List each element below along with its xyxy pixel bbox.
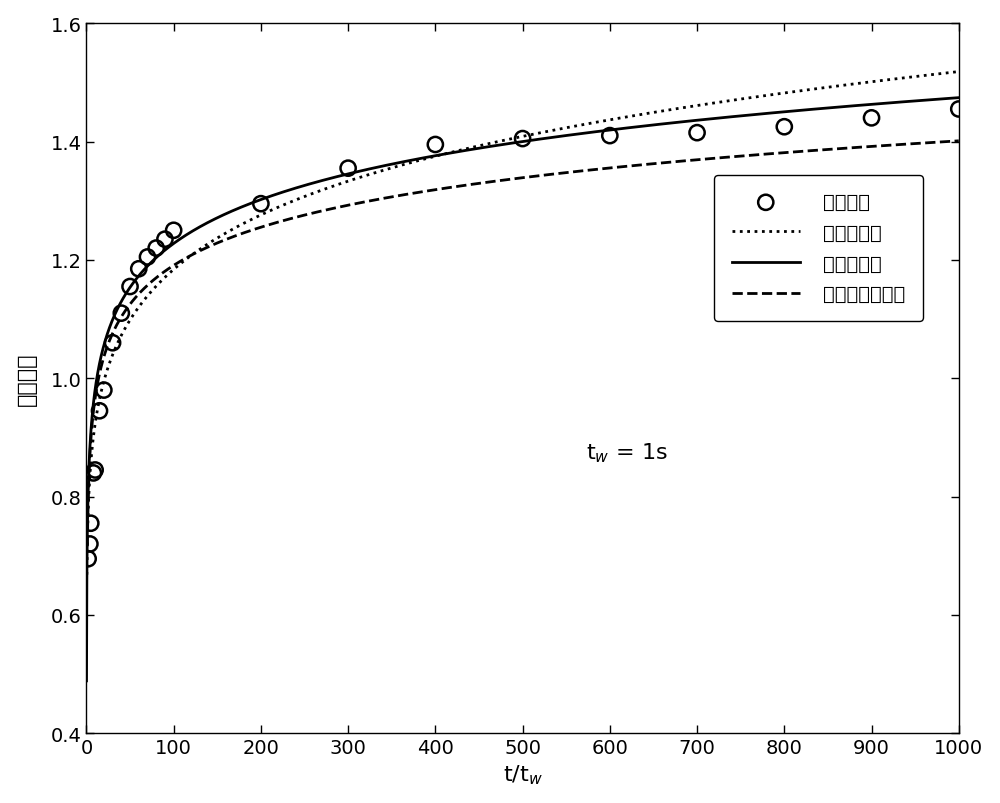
Y-axis label: 均方位移: 均方位移 [17, 352, 37, 406]
幂律扩散率 [239, 218, 251, 228]
扩展对数扩散率 [609, 163, 621, 173]
对数扩散率 [81, 676, 93, 686]
扩展对数扩散率 [238, 229, 250, 238]
幂律扩散率 [604, 116, 616, 125]
扩展对数扩散率 [494, 177, 506, 186]
试验数据 [105, 337, 121, 350]
幂律扩散率 [731, 96, 743, 105]
对数扩散率 [604, 126, 616, 136]
试验数据 [602, 130, 618, 143]
X-axis label: t/t$_w$: t/t$_w$ [503, 763, 543, 786]
试验数据 [92, 405, 108, 418]
试验数据 [82, 538, 98, 551]
Text: t$_w$ = 1s: t$_w$ = 1s [586, 441, 668, 464]
试验数据 [689, 127, 705, 140]
幂律扩散率 [81, 570, 93, 580]
试验数据 [427, 139, 443, 152]
对数扩散率 [648, 121, 660, 131]
试验数据 [122, 281, 138, 294]
试验数据 [83, 517, 99, 530]
试验数据 [85, 467, 101, 479]
Line: 对数扩散率: 对数扩散率 [87, 99, 959, 681]
幂律扩散率 [798, 87, 810, 96]
试验数据 [139, 251, 155, 264]
幂律扩散率 [648, 108, 660, 118]
试验数据 [166, 225, 182, 238]
幂律扩散率 [953, 67, 965, 77]
试验数据 [951, 104, 967, 116]
对数扩散率 [414, 154, 426, 164]
扩展对数扩散率 [952, 137, 964, 146]
幂律扩散率 [414, 156, 426, 165]
试验数据 [131, 263, 147, 276]
Legend: 试验数据, 幂律扩散率, 对数扩散率, 扩展对数扩散率: 试验数据, 幂律扩散率, 对数扩散率, 扩展对数扩散率 [714, 176, 923, 321]
扩展对数扩散率 [415, 188, 427, 198]
对数扩散率 [239, 202, 251, 211]
Line: 幂律扩散率: 幂律扩散率 [87, 72, 959, 575]
扩展对数扩散率 [953, 137, 965, 146]
试验数据 [87, 464, 103, 477]
Line: 扩展对数扩散率: 扩展对数扩散率 [87, 141, 959, 547]
扩展对数扩散率 [81, 542, 93, 552]
试验数据 [340, 162, 356, 175]
试验数据 [515, 133, 531, 146]
对数扩散率 [798, 106, 810, 116]
试验数据 [148, 243, 164, 255]
试验数据 [113, 308, 129, 320]
对数扩散率 [953, 94, 965, 104]
试验数据 [776, 121, 792, 134]
试验数据 [157, 234, 173, 247]
试验数据 [80, 552, 96, 565]
试验数据 [96, 384, 112, 397]
扩展对数扩散率 [485, 177, 497, 187]
对数扩散率 [731, 112, 743, 122]
试验数据 [864, 112, 880, 125]
试验数据 [253, 198, 269, 211]
